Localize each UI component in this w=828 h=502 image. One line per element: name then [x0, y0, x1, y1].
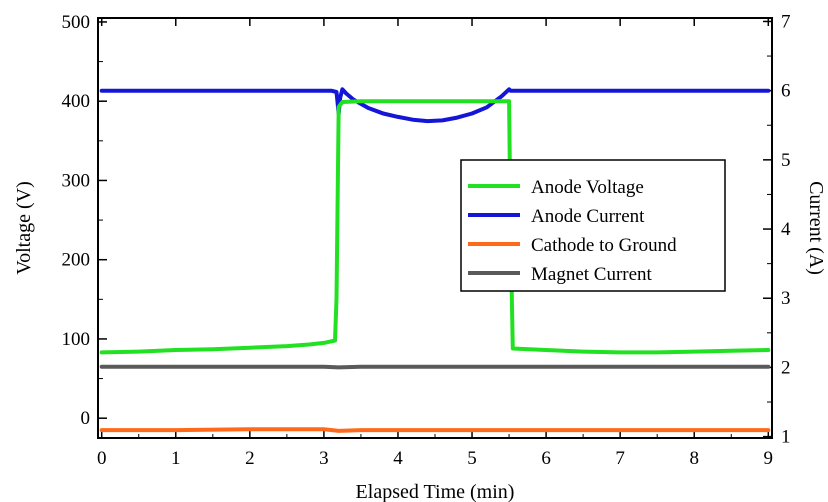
y2-tick-label: 7 — [781, 11, 791, 32]
y-tick-label: 0 — [81, 408, 91, 429]
legend-items: Anode Voltage Anode Current Cathode to Gro… — [468, 177, 677, 285]
y-tick-label: 400 — [62, 91, 91, 112]
series-lines — [99, 87, 771, 433]
y2-tick-label: 3 — [781, 288, 791, 309]
legend-label-anode-voltage: Anode Voltage — [531, 177, 644, 198]
x-tick-label: 7 — [615, 448, 625, 469]
x-axis-ticks: 0 1 2 3 4 5 6 7 8 9 — [97, 18, 773, 469]
y2-tick-label: 6 — [781, 81, 791, 102]
x-tick-label: 5 — [467, 448, 477, 469]
x-tick-label: 3 — [319, 448, 329, 469]
right-y-axis-ticks: 1 2 3 4 5 6 7 — [763, 11, 791, 448]
legend-box — [460, 159, 726, 292]
y2-tick-label: 2 — [781, 357, 791, 378]
x-tick-label: 8 — [689, 448, 699, 469]
y2-tick-label: 5 — [781, 150, 791, 171]
series-line-anode-voltage — [99, 99, 771, 355]
legend: Anode Voltage Anode Current Cathode to Gro… — [460, 159, 726, 292]
legend-label-magnet-current: Magnet Current — [531, 264, 653, 285]
y-tick-label: 100 — [62, 329, 91, 350]
series-line-magnet-current — [99, 364, 771, 370]
y-tick-label: 500 — [62, 12, 91, 33]
series-line-cathode-to-ground — [99, 427, 771, 433]
left-y-axis-title: Voltage (V) — [13, 181, 35, 275]
y-tick-label: 200 — [62, 250, 91, 271]
series-line-anode-current — [99, 87, 771, 124]
x-tick-label: 4 — [393, 448, 403, 469]
x-tick-label: 0 — [97, 448, 107, 469]
x-axis-title: Elapsed Time (min) — [356, 481, 515, 502]
legend-label-cathode-to-ground: Cathode to Ground — [531, 235, 677, 256]
y-tick-label: 300 — [62, 170, 91, 191]
x-tick-label: 1 — [171, 448, 181, 469]
right-y-axis-title: Current (A) — [805, 181, 827, 275]
y2-tick-label: 1 — [781, 427, 791, 448]
legend-label-anode-current: Anode Current — [531, 206, 645, 227]
x-tick-label: 6 — [541, 448, 551, 469]
y2-tick-label: 4 — [781, 219, 791, 240]
x-tick-label: 2 — [245, 448, 255, 469]
x-tick-label: 9 — [764, 448, 774, 469]
left-y-axis-ticks: 0 100 200 300 400 500 — [62, 12, 107, 429]
